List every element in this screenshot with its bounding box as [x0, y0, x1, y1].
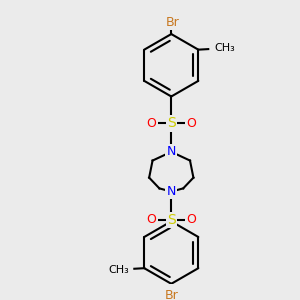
Text: CH₃: CH₃: [108, 265, 129, 275]
Text: S: S: [167, 213, 176, 227]
Text: Br: Br: [166, 16, 180, 29]
Text: O: O: [146, 213, 156, 226]
Text: N: N: [167, 185, 176, 198]
Text: O: O: [186, 117, 196, 130]
Text: S: S: [167, 116, 176, 130]
Text: O: O: [186, 213, 196, 226]
Text: CH₃: CH₃: [214, 43, 235, 53]
Text: N: N: [167, 145, 176, 158]
Text: Br: Br: [164, 289, 178, 300]
Text: O: O: [146, 117, 156, 130]
